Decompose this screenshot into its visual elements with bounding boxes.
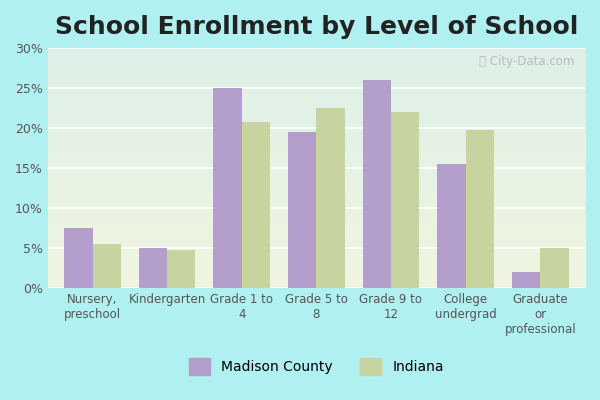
Bar xyxy=(64,228,92,288)
Bar xyxy=(316,108,345,288)
Bar xyxy=(512,272,540,288)
Bar xyxy=(139,248,167,288)
Bar xyxy=(288,132,316,288)
Bar xyxy=(242,122,270,288)
Bar xyxy=(391,112,419,288)
Bar xyxy=(167,250,196,288)
Title: School Enrollment by Level of School: School Enrollment by Level of School xyxy=(55,15,578,39)
Bar xyxy=(437,164,466,288)
Legend: Madison County, Indiana: Madison County, Indiana xyxy=(182,351,451,382)
Bar xyxy=(466,130,494,288)
Bar xyxy=(540,248,569,288)
Text: ⓘ City-Data.com: ⓘ City-Data.com xyxy=(479,55,574,68)
Bar xyxy=(362,80,391,288)
Bar xyxy=(214,88,242,288)
Bar xyxy=(92,244,121,288)
